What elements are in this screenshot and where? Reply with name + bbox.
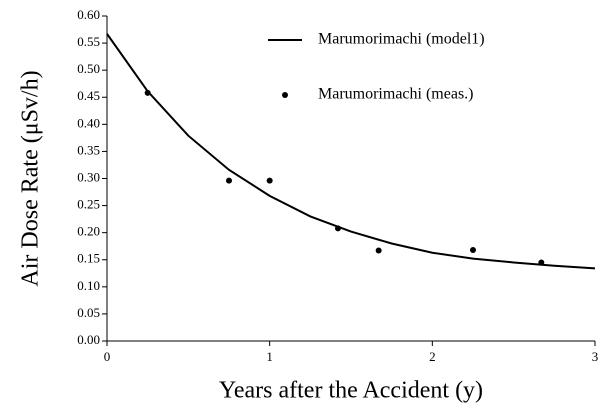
y-tick-label: 0.25 <box>77 197 100 212</box>
y-tick-label: 0.35 <box>77 142 100 157</box>
y-tick-label: 0.15 <box>77 251 100 266</box>
data-point <box>470 247 476 253</box>
data-point <box>144 89 151 96</box>
x-tick-label: 0 <box>104 349 111 364</box>
data-point <box>375 247 382 254</box>
x-tick-label: 1 <box>266 349 273 364</box>
data-point <box>266 177 273 184</box>
y-tick-label: 0.40 <box>77 115 100 130</box>
x-axis-title: Years after the Accident (y) <box>219 378 483 404</box>
data-point <box>226 177 232 184</box>
y-tick-label: 0.45 <box>77 88 100 103</box>
model-line <box>106 33 596 270</box>
data-point <box>334 225 341 232</box>
y-tick-label: 0.20 <box>77 224 100 239</box>
x-tick-label: 3 <box>592 349 599 364</box>
y-tick-label: 0.50 <box>77 61 100 76</box>
y-tick-label: 0.55 <box>77 34 100 49</box>
legend-marker <box>282 92 288 98</box>
legend-label: Marumorimachi (model1) <box>318 31 485 48</box>
y-tick-label: 0.30 <box>77 169 100 184</box>
legend-label: Marumorimachi (meas.) <box>318 86 474 103</box>
y-tick-label: 0.00 <box>77 332 100 347</box>
y-tick-label: 0.05 <box>77 305 100 320</box>
data-point <box>538 259 545 266</box>
y-axis-title: Air Dose Rate (μSv/h) <box>18 70 44 286</box>
x-tick-label: 2 <box>429 349 436 364</box>
y-tick-label: 0.60 <box>77 7 100 22</box>
y-tick-label: 0.10 <box>77 278 100 293</box>
